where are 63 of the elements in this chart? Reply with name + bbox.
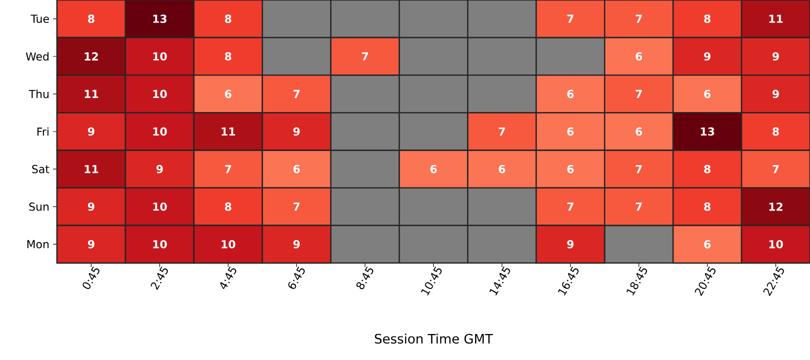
data-label: 7 (636, 165, 642, 174)
data-label: 8 (704, 164, 710, 174)
data-label: 8 (704, 202, 710, 211)
data-label: 6 (704, 240, 711, 248)
y-tick-label: Fri (37, 127, 48, 136)
data-label: 7 (636, 90, 642, 98)
data-label: 11 (84, 90, 98, 98)
data-label: 8 (224, 52, 232, 61)
data-label: 7 (772, 165, 779, 174)
data-label: 9 (88, 240, 94, 248)
data-label: 9 (772, 90, 779, 98)
data-label: 9 (704, 52, 710, 61)
data-label: 6 (636, 127, 642, 136)
data-label: 6 (567, 90, 574, 98)
data-label: 7 (636, 14, 642, 23)
data-label: 12 (769, 202, 782, 211)
data-label: 10 (153, 90, 167, 98)
data-label: 7 (636, 202, 642, 211)
data-label: 6 (498, 164, 506, 174)
y-tick-label: Mon (27, 240, 49, 248)
y-tick-label: Tue (30, 14, 49, 23)
data-label: 10 (153, 202, 167, 211)
data-label: 7 (567, 202, 574, 211)
data-label: 9 (88, 202, 94, 211)
data-label: 6 (567, 164, 574, 174)
data-label: 9 (293, 240, 300, 248)
data-label: 6 (224, 90, 232, 98)
data-label: 11 (222, 128, 236, 136)
data-label: 10 (769, 240, 783, 248)
y-tick-label: Sun (29, 202, 49, 211)
data-label: 12 (84, 52, 98, 60)
y-tick-label: Thu (28, 90, 48, 98)
data-label: 8 (772, 127, 779, 136)
data-label: 6 (704, 90, 711, 98)
data-label: 9 (156, 164, 163, 174)
data-label: 8 (704, 14, 710, 23)
data-label: 9 (293, 127, 300, 136)
data-label: 10 (222, 240, 236, 248)
data-label: 6 (430, 164, 437, 174)
y-tick-label: Wed (26, 52, 48, 61)
data-label: 13 (153, 14, 166, 23)
data-label: 10 (153, 127, 167, 136)
data-label: 10 (153, 52, 167, 61)
data-label: 7 (567, 14, 574, 23)
data-label: 9 (88, 127, 94, 136)
y-tick-label: Sat (32, 164, 50, 174)
data-label: 6 (567, 127, 574, 136)
data-label: 9 (567, 240, 574, 248)
data-label: 6 (636, 52, 642, 61)
data-label: 8 (224, 202, 232, 211)
data-label: 8 (224, 14, 232, 23)
data-label: 6 (293, 164, 300, 174)
x-axis-title: Session Time GMT (374, 334, 493, 344)
data-label: 13 (700, 127, 714, 136)
data-label: 10 (153, 240, 167, 248)
data-label: 7 (294, 202, 300, 211)
data-label: 7 (362, 52, 368, 60)
data-label: 7 (225, 165, 232, 174)
data-label: 11 (84, 165, 98, 174)
data-label: 7 (294, 90, 300, 98)
data-label: 8 (88, 14, 94, 23)
data-label: 11 (769, 14, 783, 23)
data-label: 7 (498, 128, 505, 136)
